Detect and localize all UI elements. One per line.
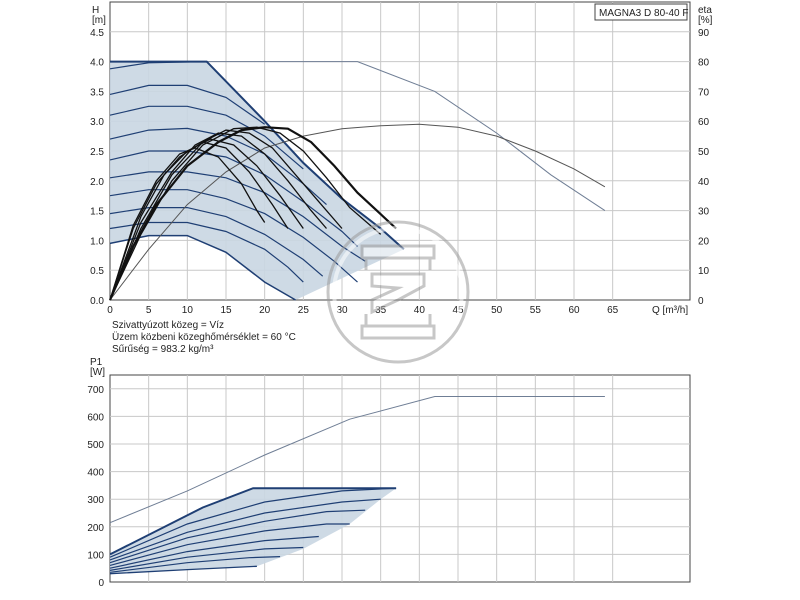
p1-tick-label: 0 xyxy=(98,578,104,589)
y-tick-label: 2.5 xyxy=(90,147,104,158)
p1-tick-label: 400 xyxy=(87,468,104,479)
control-curve xyxy=(109,150,358,247)
eta-curve xyxy=(109,132,327,301)
chart-title: MAGNA3 D 80-40 F xyxy=(599,8,688,19)
p1-control-curve xyxy=(109,498,381,561)
p1-control-curve xyxy=(109,509,366,564)
x-tick-label: 65 xyxy=(607,305,619,316)
y-axis-label-p1: P1 xyxy=(90,357,103,368)
operating-range-area xyxy=(110,61,404,300)
operating-range-fill xyxy=(110,61,404,300)
y-tick-label: 0.5 xyxy=(90,266,104,277)
p1-max-curve-thin xyxy=(109,396,605,524)
x-tick-label: 35 xyxy=(375,305,387,316)
y2-tick-label: 90 xyxy=(698,28,710,39)
max-head-curve-thin xyxy=(110,61,606,212)
lower-y-ticks: 0 100 200 300 400 500 600 700 xyxy=(87,385,104,589)
control-curve xyxy=(109,84,266,125)
y2-tick-label: 60 xyxy=(698,117,710,128)
x-tick-label: 15 xyxy=(220,305,232,316)
eta-curve xyxy=(109,147,266,301)
watermark-logo xyxy=(326,220,470,364)
eta-curve xyxy=(109,126,382,301)
y-tick-label: 1.0 xyxy=(90,236,104,247)
eta-curve-thin xyxy=(109,123,606,301)
eta-curve xyxy=(109,129,343,301)
y2-tick-label: 10 xyxy=(698,266,710,277)
p1-min-curve xyxy=(109,565,257,575)
p1-tick-label: 600 xyxy=(87,412,104,423)
y-tick-label: 2.0 xyxy=(90,177,104,188)
x-tick-label: 50 xyxy=(491,305,503,316)
control-curve xyxy=(109,171,366,262)
y-axis-unit-p1: [W] xyxy=(90,367,105,378)
upper-x-ticks: 0 5 10 15 20 25 30 35 40 45 50 55 60 65 xyxy=(107,305,618,316)
note-density: Sűrűség = 983.2 kg/m³ xyxy=(112,344,214,355)
min-curve xyxy=(109,234,296,301)
y-tick-label: 3.5 xyxy=(90,87,104,98)
y-tick-label: 0.0 xyxy=(90,296,104,307)
x-tick-label: 60 xyxy=(568,305,580,316)
p1-tick-label: 200 xyxy=(87,523,104,534)
p1-max-curve xyxy=(109,487,397,556)
x-axis-label-q: Q [m³/h] xyxy=(652,305,688,316)
y2-tick-label: 30 xyxy=(698,207,710,218)
eta-curve xyxy=(108,126,397,301)
y-tick-label: 4.5 xyxy=(90,28,104,39)
p1-control-curve xyxy=(109,535,319,569)
y2-tick-label: 50 xyxy=(698,147,710,158)
upper-y-ticks: 0.0 0.5 1.0 1.5 2.0 2.5 3.0 3.5 4.0 4.5 xyxy=(90,28,104,307)
note-medium: Szivattyúzott közeg = Víz xyxy=(112,320,224,331)
power-panel: 0 100 200 300 400 500 600 700 P1 [W] xyxy=(87,357,691,589)
power-curves xyxy=(109,396,605,575)
p1-control-curve xyxy=(109,556,281,573)
p1-tick-label: 700 xyxy=(87,385,104,396)
p1-control-curve xyxy=(109,487,397,558)
y2-axis-unit-eta: [%] xyxy=(698,15,713,26)
x-tick-label: 30 xyxy=(336,305,348,316)
y-tick-label: 3.0 xyxy=(90,117,104,128)
x-tick-label: 20 xyxy=(259,305,271,316)
p1-control-curve xyxy=(109,523,350,566)
y2-tick-label: 0 xyxy=(698,296,704,307)
y-axis-unit-h: [m] xyxy=(92,15,106,26)
head-efficiency-panel: 0 5 10 15 20 25 30 35 40 45 50 55 60 65 0.00.51.01.52… xyxy=(90,1,713,355)
control-curve xyxy=(109,105,304,170)
y2-tick-label: 20 xyxy=(698,236,710,247)
p1-control-curve xyxy=(109,546,304,571)
x-tick-label: 25 xyxy=(298,305,310,316)
x-tick-label: 40 xyxy=(414,305,426,316)
y2-tick-label: 70 xyxy=(698,87,710,98)
p1-tick-label: 500 xyxy=(87,440,104,451)
title-box xyxy=(594,3,688,21)
control-curve xyxy=(109,221,304,283)
p1-tick-label: 100 xyxy=(87,550,104,561)
y-tick-label: 1.5 xyxy=(90,207,104,218)
control-curve xyxy=(109,207,324,277)
y2-tick-label: 40 xyxy=(698,177,710,188)
y-axis-label-h: H xyxy=(92,5,99,16)
y2-tick-label: 80 xyxy=(698,58,710,69)
eta-curve xyxy=(109,138,304,301)
x-tick-label: 5 xyxy=(146,305,152,316)
eta-curve xyxy=(109,141,289,301)
x-tick-label: 55 xyxy=(530,305,542,316)
efficiency-curves xyxy=(108,123,606,301)
note-temperature: Üzem közbeni közeghőmérséklet = 60 °C xyxy=(112,331,296,343)
x-tick-label: 10 xyxy=(182,305,194,316)
p1-tick-label: 300 xyxy=(87,495,104,506)
y-tick-label: 4.0 xyxy=(90,58,104,69)
x-tick-label: 0 xyxy=(107,305,113,316)
upper-y2-ticks: 0 10 20 30 40 50 60 70 80 90 xyxy=(698,28,710,307)
y2-axis-label-eta: eta xyxy=(698,5,712,16)
